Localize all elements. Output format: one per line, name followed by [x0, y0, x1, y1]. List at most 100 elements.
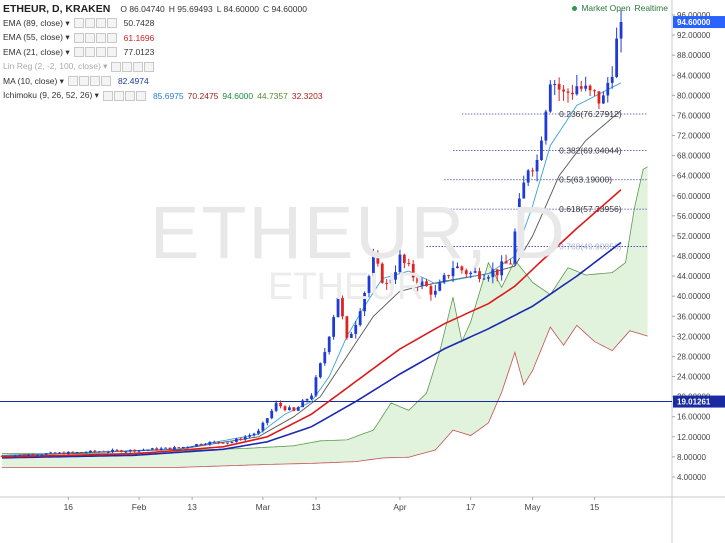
settings-icon[interactable] — [84, 47, 95, 57]
indicator-row[interactable]: EMA (55, close) ▾ 61.1696 — [3, 31, 154, 45]
candle-body — [420, 281, 424, 286]
remove-icon[interactable] — [95, 47, 106, 57]
settings-icon[interactable] — [84, 32, 95, 43]
horizontal-level-tag — [673, 395, 725, 408]
visibility-icon[interactable] — [73, 47, 84, 57]
candle-body — [106, 451, 110, 453]
ohlc-close: C 94.60000 — [262, 4, 307, 14]
x-tick-label: 13 — [187, 502, 197, 512]
settings-icon[interactable] — [122, 61, 133, 72]
more-icon[interactable] — [106, 32, 117, 43]
candle-body — [447, 275, 450, 277]
candle-body — [62, 452, 66, 455]
indicator-label[interactable]: EMA (21, close) ▾ — [3, 46, 70, 57]
more-icon[interactable] — [100, 76, 111, 86]
candle-body — [124, 451, 128, 453]
indicator-row[interactable]: MA (10, close) ▾ 82.4974 — [3, 74, 149, 88]
market-mode-text: Realtime — [634, 3, 668, 13]
remove-icon[interactable] — [133, 61, 144, 72]
indicator-label[interactable]: EMA (55, close) ▾ — [3, 32, 70, 42]
y-tick-label: 36.00000 — [677, 312, 711, 321]
candle-body — [75, 452, 79, 454]
indicator-value: 50.7428 — [123, 18, 155, 28]
remove-icon[interactable] — [95, 18, 106, 28]
candle-body — [323, 352, 327, 364]
more-icon[interactable] — [106, 47, 117, 57]
indicator-value: 61.1696 — [123, 32, 155, 43]
fib-level-label: 0.236(76.27912) — [559, 109, 622, 119]
indicator-row[interactable]: EMA (21, close) ▾ 77.0123 — [3, 45, 154, 59]
horizontal-level-label: 19.01261 — [677, 398, 711, 407]
candle-body — [372, 255, 375, 277]
candle-body — [469, 272, 473, 275]
candle-body — [137, 450, 141, 452]
candle-body — [367, 276, 371, 293]
visibility-icon[interactable] — [102, 90, 113, 101]
visibility-icon[interactable] — [73, 18, 84, 28]
indicator-row[interactable]: EMA (89, close) ▾ 50.7428 — [3, 16, 154, 30]
candle-body — [40, 454, 44, 456]
candle-body — [44, 453, 48, 455]
candle-body — [199, 444, 203, 446]
visibility-icon[interactable] — [111, 61, 122, 72]
candle-body — [177, 447, 181, 449]
indicator-row[interactable]: Ichimoku (9, 26, 52, 26) ▾ 85.6975 70.2475… — [3, 89, 323, 103]
settings-icon[interactable] — [113, 90, 124, 101]
more-icon[interactable] — [144, 61, 155, 72]
candle-body — [349, 333, 353, 338]
candle-body — [208, 441, 212, 445]
y-tick-label: 28.00000 — [677, 352, 711, 361]
indicator-label[interactable]: EMA (89, close) ▾ — [3, 17, 70, 28]
visibility-icon[interactable] — [73, 32, 84, 43]
remove-icon[interactable] — [124, 90, 135, 101]
candle-body — [115, 449, 119, 451]
y-tick-label: 60.00000 — [677, 192, 711, 201]
candle-body — [473, 271, 477, 273]
candle-body — [606, 82, 610, 96]
candle-body — [588, 85, 592, 91]
settings-icon[interactable] — [78, 76, 89, 86]
more-icon[interactable] — [106, 18, 117, 28]
candle-body — [230, 441, 234, 443]
y-tick-label: 68.00000 — [677, 152, 711, 161]
candle-body — [111, 449, 114, 452]
candle-body — [456, 266, 459, 269]
candle-body — [128, 449, 132, 452]
symbol-title[interactable]: ETHEUR, D, KRAKEN — [3, 3, 111, 15]
candle-body — [257, 430, 260, 434]
candle-body — [380, 263, 384, 283]
candle-body — [486, 277, 490, 279]
settings-icon[interactable] — [84, 18, 95, 28]
candle-body — [584, 85, 588, 89]
y-tick-label: 12.00000 — [677, 433, 711, 442]
candle-body — [89, 450, 92, 453]
candle-body — [204, 444, 207, 446]
visibility-icon[interactable] — [67, 76, 78, 86]
candle-body — [133, 449, 137, 452]
remove-icon[interactable] — [89, 76, 100, 86]
candle-body — [597, 91, 601, 104]
candle-body — [385, 282, 389, 284]
candle-body — [261, 422, 265, 431]
indicator-label[interactable]: Lin Reg (2, -2, 100, close) ▾ — [3, 61, 108, 71]
candle-body — [270, 410, 274, 419]
candle-body — [159, 448, 163, 450]
indicator-label[interactable]: Ichimoku (9, 26, 52, 26) ▾ — [3, 90, 99, 100]
indicator-row[interactable]: Lin Reg (2, -2, 100, close) ▾ — [3, 60, 155, 74]
y-tick-label: 64.00000 — [677, 172, 711, 181]
candle-body — [562, 89, 565, 92]
candle-body — [610, 76, 614, 83]
candle-body — [310, 395, 313, 400]
indicator-label[interactable]: MA (10, close) ▾ — [3, 75, 64, 86]
more-icon[interactable] — [135, 90, 146, 101]
candle-body — [243, 436, 247, 440]
market-status: Market Open Realtime — [572, 3, 668, 13]
x-tick-label: 15 — [590, 502, 600, 512]
series-line-0 — [2, 241, 622, 459]
remove-icon[interactable] — [95, 32, 106, 43]
candle-body — [274, 402, 278, 411]
candle-body — [226, 442, 229, 444]
candle-body — [164, 447, 168, 449]
candle-body — [540, 140, 543, 161]
candle-body — [305, 399, 309, 401]
